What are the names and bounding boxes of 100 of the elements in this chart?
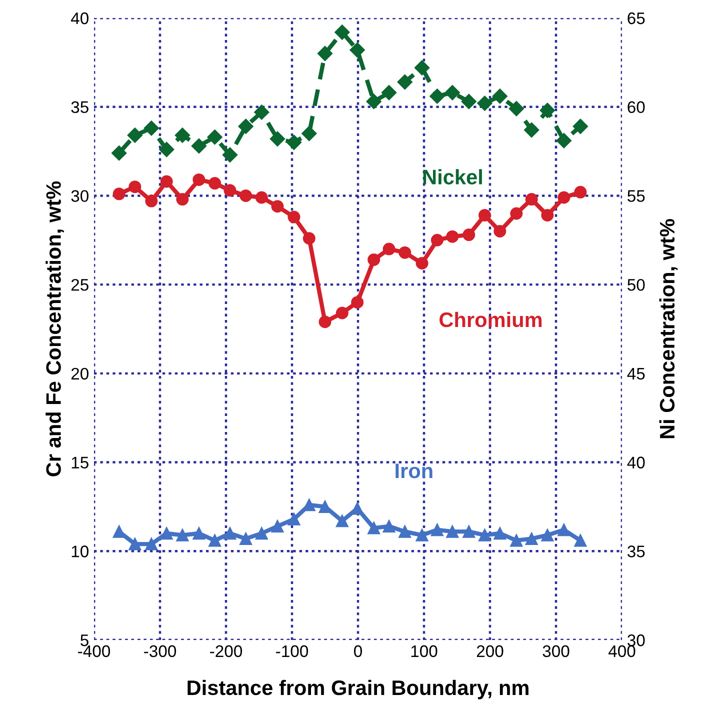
point: [240, 189, 252, 202]
y2-tick-label: 65: [628, 12, 645, 24]
x-tick-label: 0: [354, 645, 362, 658]
text: Nickel: [423, 169, 482, 184]
point: [350, 42, 365, 58]
point: [416, 528, 428, 542]
point: [382, 242, 396, 256]
point: [478, 528, 491, 542]
point: [430, 88, 445, 104]
point: [128, 538, 142, 550]
point: [318, 316, 332, 328]
x-tick-label: -300: [144, 645, 176, 658]
y2-tick-label: 40: [627, 456, 645, 468]
point: [368, 522, 380, 534]
point: [444, 85, 460, 100]
point: [382, 520, 396, 533]
point: [446, 230, 459, 243]
point: [192, 527, 206, 540]
y-tick-label: 30: [71, 190, 88, 202]
point: [556, 133, 572, 148]
point: [494, 527, 506, 540]
point: [176, 528, 189, 542]
point: [525, 532, 538, 545]
y2-tick-label: 50: [628, 278, 645, 291]
point: [144, 120, 159, 136]
point: [381, 85, 397, 100]
point: [558, 524, 570, 536]
y-tick-label: 10: [72, 546, 88, 558]
point: [462, 228, 476, 242]
point: [524, 122, 540, 138]
point: [288, 210, 300, 224]
point: [336, 306, 348, 320]
point: [112, 525, 126, 538]
y-tick-label: 15: [72, 456, 88, 468]
point: [240, 532, 252, 545]
point: [160, 175, 173, 188]
point: [430, 234, 444, 246]
point: [112, 188, 126, 200]
point: [541, 528, 554, 542]
point: [541, 209, 554, 222]
x-tick-label: -400: [78, 645, 110, 658]
point: [127, 128, 142, 143]
x-tick-label: 300: [542, 645, 570, 658]
point: [128, 180, 142, 194]
y2-tick-label: 55: [628, 190, 645, 202]
text: Chromium: [440, 312, 542, 328]
point: [492, 88, 508, 104]
point: [397, 74, 412, 90]
x-tick-label: 100: [411, 645, 438, 658]
point: [224, 184, 236, 197]
point: [398, 525, 412, 538]
point: [510, 534, 523, 547]
point: [145, 194, 158, 208]
point: [302, 232, 316, 245]
point: [174, 128, 190, 143]
x-tick-label: 400: [608, 645, 636, 658]
point: [159, 142, 174, 158]
point: [351, 296, 364, 309]
point: [208, 534, 222, 547]
point: [160, 527, 173, 540]
point: [255, 191, 268, 204]
y-tick-label: 5: [80, 634, 88, 646]
y-axis-title: Cr and Fe Concentration, wt%: [46, 181, 64, 476]
point: [334, 24, 350, 40]
point: [430, 524, 444, 536]
point: [286, 134, 302, 150]
y2-axis-title: Ni Concentration, wt%: [659, 219, 678, 438]
point: [508, 101, 524, 116]
y2-tick-label: 45: [627, 368, 645, 380]
point: [416, 256, 428, 270]
y2-tick-label: 35: [627, 546, 645, 558]
point: [271, 200, 284, 213]
point: [414, 60, 430, 76]
point: [192, 173, 206, 186]
x-tick-label: 200: [476, 645, 504, 658]
point: [207, 130, 222, 145]
y-tick-label: 25: [71, 278, 88, 291]
point: [510, 207, 523, 220]
point: [574, 534, 587, 547]
point: [255, 527, 268, 540]
point: [494, 225, 506, 238]
y-tick-label: 35: [71, 101, 88, 114]
point: [462, 525, 476, 538]
point: [336, 514, 348, 528]
point: [191, 138, 207, 154]
point: [477, 96, 492, 111]
point: [222, 147, 238, 162]
point: [288, 512, 300, 526]
y2-tick-label: 60: [628, 101, 645, 114]
point: [572, 118, 588, 134]
point: [254, 104, 270, 120]
point: [574, 186, 587, 198]
point: [368, 253, 380, 266]
point: [398, 246, 412, 259]
x-tick-label: -100: [276, 645, 308, 658]
point: [461, 94, 476, 110]
point: [238, 118, 254, 134]
point: [558, 191, 570, 204]
x-axis-title: Distance from Grain Boundary, nm: [188, 680, 528, 700]
y2-tick-label: 30: [627, 634, 645, 646]
